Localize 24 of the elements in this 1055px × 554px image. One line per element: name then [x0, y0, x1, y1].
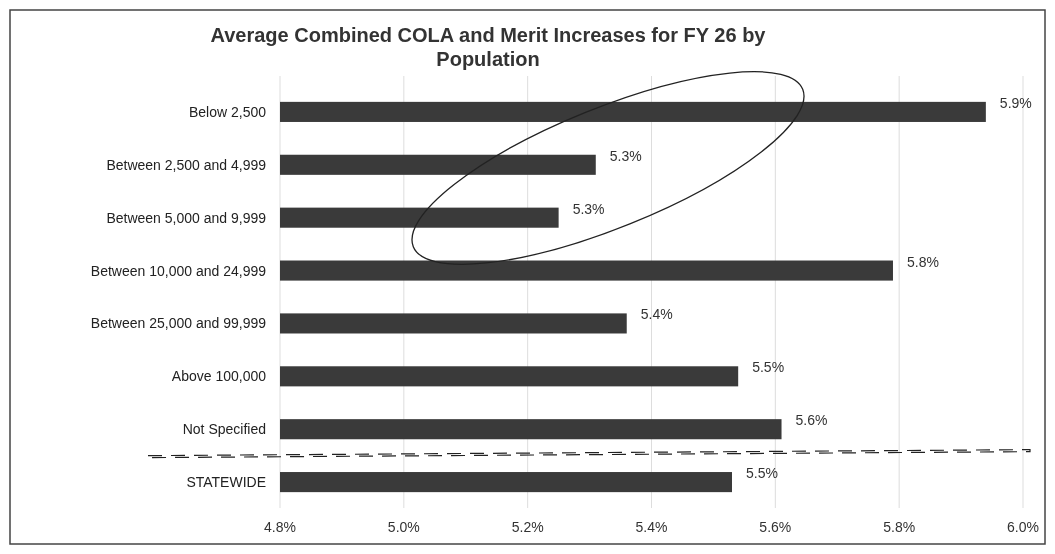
data-label: 5.8% — [906, 253, 939, 270]
x-tick-label: 5.8% — [883, 519, 916, 535]
chart-title: Average Combined COLA and Merit Increases for FY 26 by Population — [210, 24, 767, 70]
y-tick-label: Above 100,000 — [171, 368, 267, 385]
y-tick-label: Between 10,000 and 24,999 — [90, 262, 267, 279]
y-tick-label: Not Specified — [182, 421, 266, 438]
data-label: 5.6% — [795, 412, 828, 429]
data-label: 5.4% — [640, 306, 673, 323]
data-label: 5.5% — [745, 465, 778, 482]
data-label: 5.3% — [572, 200, 605, 217]
y-tick-label: Between 2,500 and 4,999 — [106, 156, 267, 173]
data-label: 5.9% — [999, 94, 1032, 111]
data-label: 5.5% — [752, 359, 785, 376]
y-tick-label: Between 25,000 and 99,999 — [90, 315, 267, 332]
data-label: 5.3% — [609, 147, 642, 164]
y-tick-label: STATEWIDE — [186, 474, 266, 491]
x-tick-label: 5.0% — [387, 519, 420, 535]
y-tick-label: Below 2,500 — [188, 103, 267, 120]
x-tick-label: 5.4% — [635, 519, 668, 535]
x-tick-label: 5.6% — [759, 519, 792, 535]
y-tick-label: Between 5,000 and 9,999 — [106, 209, 267, 226]
x-tick-label: 6.0% — [1007, 519, 1039, 535]
x-tick-label: 4.8% — [264, 519, 296, 535]
x-tick-label: 5.2% — [511, 519, 544, 535]
